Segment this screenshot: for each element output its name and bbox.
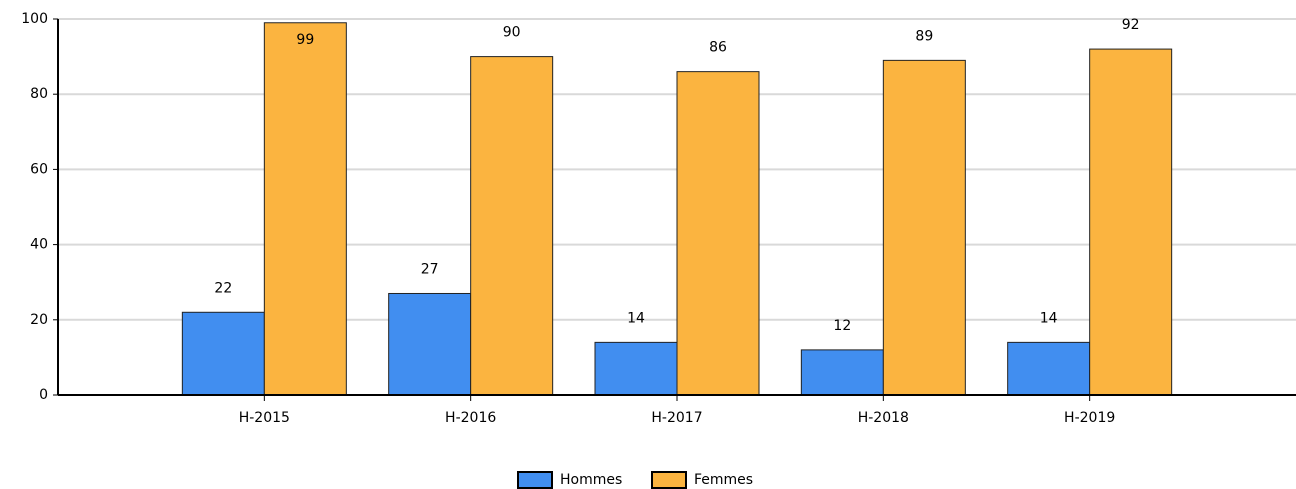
x-tick-label: H-2018 <box>858 410 909 426</box>
legend-label: Hommes <box>560 472 622 488</box>
bar <box>1089 48 1173 396</box>
y-tick-label: 100 <box>21 11 48 27</box>
x-tick-label: H-2015 <box>239 410 290 426</box>
data-label: 89 <box>915 28 933 44</box>
bar <box>388 292 472 396</box>
data-label: 99 <box>296 32 314 48</box>
data-label: 22 <box>214 280 232 296</box>
data-label: 86 <box>709 40 727 56</box>
legend-swatch <box>651 471 687 489</box>
legend-label: Femmes <box>694 472 753 488</box>
data-label: 27 <box>421 261 439 277</box>
y-tick-label: 80 <box>30 86 48 102</box>
y-tick-label: 0 <box>39 387 48 403</box>
legend-swatch <box>517 471 553 489</box>
x-tick-label: H-2017 <box>651 410 702 426</box>
data-label: 90 <box>503 25 521 41</box>
bar <box>470 56 554 396</box>
y-tick-label: 40 <box>30 237 48 253</box>
y-tick-label: 60 <box>30 161 48 177</box>
bar <box>181 311 265 396</box>
data-label: 14 <box>1040 310 1058 326</box>
data-label: 14 <box>627 310 645 326</box>
x-tick-label: H-2016 <box>445 410 496 426</box>
bar <box>882 59 966 396</box>
x-tick-label: H-2019 <box>1064 410 1115 426</box>
data-label: 12 <box>833 318 851 334</box>
y-tick-label: 20 <box>30 312 48 328</box>
bar <box>594 341 678 396</box>
bar <box>800 349 884 396</box>
bar <box>676 71 760 396</box>
bar <box>1007 341 1091 396</box>
data-label: 92 <box>1122 17 1140 33</box>
bar <box>263 22 347 396</box>
